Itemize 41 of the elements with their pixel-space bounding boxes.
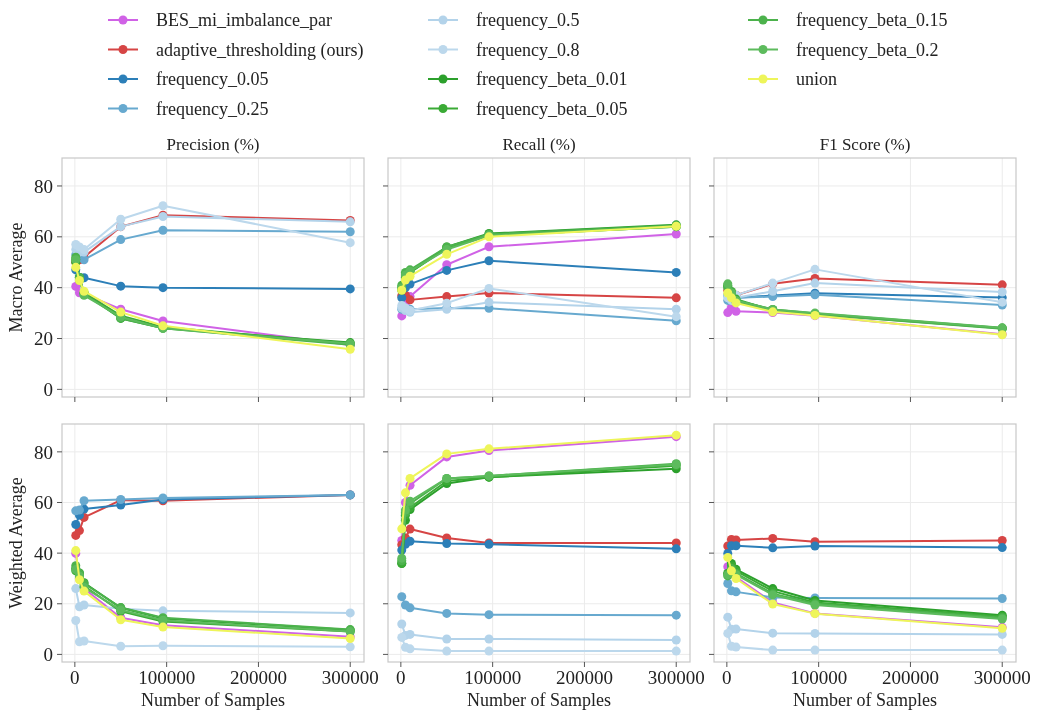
legend-label: frequency_beta_0.05 [476,98,628,119]
y-axis-title: Weighted Average [6,477,26,609]
x-tick-label: 0 [70,667,80,688]
x-tick-label: 0 [396,667,406,688]
y-tick-label: 60 [34,226,53,248]
y-tick-label: 80 [34,175,53,197]
legend-label: frequency_beta_0.15 [796,10,948,31]
y-tick-label: 0 [43,644,53,666]
x-axis-title: Number of Samples [467,690,611,710]
y-tick-label: 60 [34,492,53,514]
legend-label: frequency_0.05 [156,69,269,90]
y-tick-label: 0 [43,379,53,401]
x-axis-title: Number of Samples [141,690,285,710]
y-tick-label: 20 [34,593,53,615]
legend-label: frequency_0.5 [476,10,580,31]
legend-label: BES_mi_imbalance_par [156,10,332,31]
legend-label: frequency_beta_0.2 [796,39,939,60]
chart-title: F1 Score (%) [819,135,911,154]
x-tick-label: 100000 [790,667,848,688]
x-axis-title: Number of Samples [793,690,937,710]
x-tick-label: 200000 [229,667,287,688]
x-tick-label: 200000 [881,667,939,688]
y-tick-label: 80 [34,441,53,463]
chart-title: Recall (%) [502,135,576,154]
x-tick-label: 300000 [647,667,705,688]
x-tick-label: 100000 [464,667,522,688]
y-tick-label: 20 [34,328,53,350]
x-tick-label: 300000 [973,667,1031,688]
y-axis-title: Macro Average [6,222,26,333]
legend-label: frequency_0.8 [476,39,580,60]
legend-label: adaptive_thresholding (ours) [156,39,364,61]
legend-label: union [796,69,838,90]
x-tick-label: 100000 [138,667,196,688]
chart-title: Precision (%) [166,135,260,154]
legend-label: frequency_beta_0.01 [476,69,628,90]
x-tick-label: 0 [722,667,732,688]
legend-label: frequency_0.25 [156,98,269,119]
y-tick-label: 40 [34,277,53,299]
x-tick-label: 300000 [321,667,379,688]
y-tick-label: 40 [34,542,53,564]
x-tick-label: 200000 [555,667,613,688]
